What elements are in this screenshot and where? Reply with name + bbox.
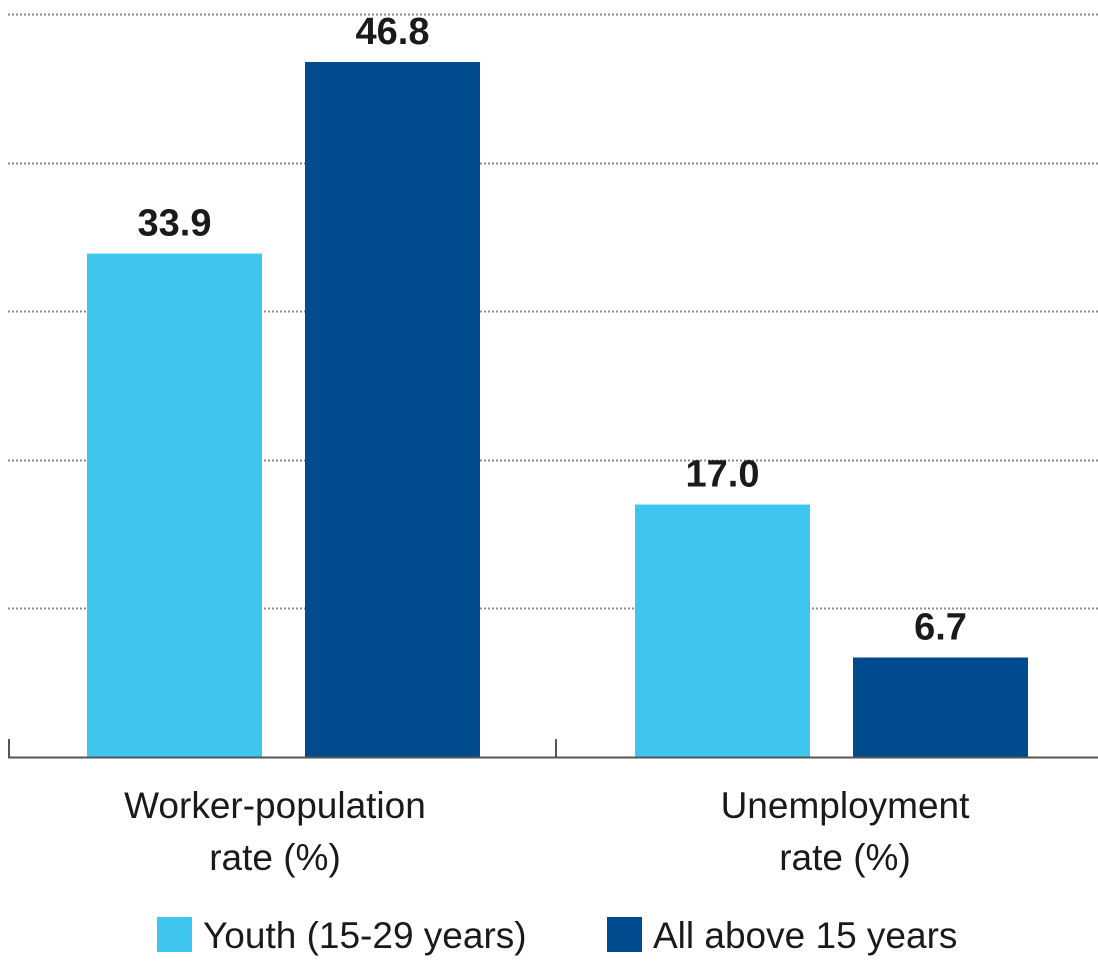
data-label: 17.0	[686, 454, 760, 496]
bar	[305, 62, 480, 757]
data-label: 46.8	[356, 11, 430, 53]
data-label: 33.9	[138, 203, 212, 245]
category-label: rate (%)	[209, 837, 341, 878]
category-label: rate (%)	[779, 837, 911, 878]
legend-label: Youth (15-29 years)	[203, 915, 527, 956]
value-labels: 33.9 17.0 46.8 6.7	[138, 11, 967, 649]
bars	[87, 62, 1028, 758]
bar	[635, 504, 810, 757]
legend-swatch	[607, 917, 642, 952]
category-label: Unemployment	[721, 785, 971, 826]
legend-swatch	[157, 917, 192, 952]
x-axis	[8, 739, 1098, 759]
legend-label: All above 15 years	[653, 915, 957, 956]
bar	[853, 657, 1028, 757]
legend: Youth (15-29 years) All above 15 years	[157, 915, 957, 956]
category-labels: Worker-population rate (%) Unemployment rat…	[124, 785, 970, 878]
data-label: 6.7	[914, 607, 967, 649]
category-label: Worker-population	[124, 785, 426, 826]
bar	[87, 253, 262, 758]
